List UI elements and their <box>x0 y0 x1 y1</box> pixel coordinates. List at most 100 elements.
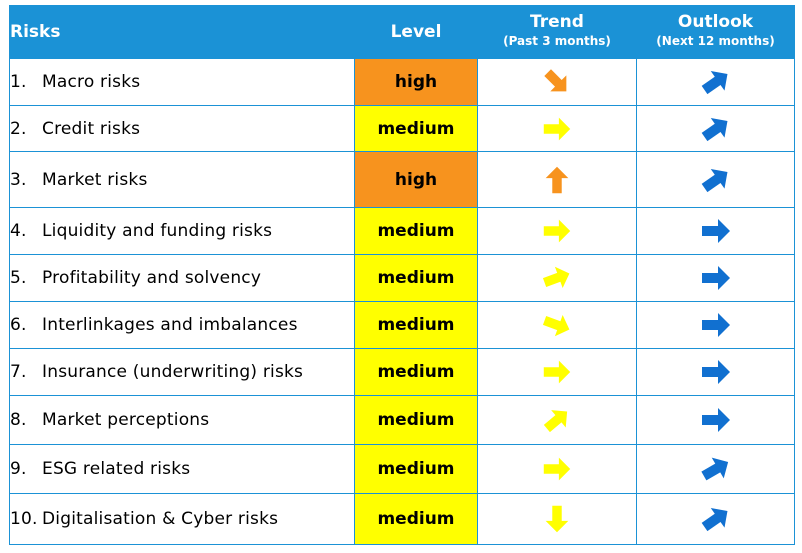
arrow-right-icon <box>701 313 730 337</box>
trend-cell <box>477 444 637 494</box>
risk-number: 1. <box>10 72 27 92</box>
trend-cell <box>477 254 637 302</box>
risk-number: 5. <box>10 268 27 288</box>
arrow-up-right-icon <box>701 117 727 141</box>
risk-name: Profitability and solvency <box>42 268 262 288</box>
risk-name-cell: 10. Digitalisation & Cyber risks <box>9 493 355 545</box>
table-row: 3. Market risks high <box>9 151 795 208</box>
level-badge: medium <box>354 395 478 445</box>
risks-column-header: Risks <box>9 5 355 59</box>
table-row: 6. Interlinkages and imbalances medium <box>9 301 795 349</box>
arrow-up-right-icon <box>701 168 727 192</box>
level-badge: medium <box>354 105 478 152</box>
level-badge: medium <box>354 207 478 255</box>
table-header-row: Risks Level Trend (Past 3 months) Outloo… <box>9 5 795 59</box>
arrow-right-icon <box>543 457 571 481</box>
outlook-cell <box>636 254 795 302</box>
risk-name: Market perceptions <box>42 410 210 430</box>
level-badge: medium <box>354 348 478 396</box>
risk-name: ESG related risks <box>42 459 191 479</box>
risk-name: Macro risks <box>42 72 141 92</box>
risk-name: Insurance (underwriting) risks <box>42 362 304 382</box>
table-row: 10. Digitalisation & Cyber risks medium <box>9 493 795 545</box>
risk-number: 7. <box>10 362 27 382</box>
arrow-right-icon <box>701 408 730 432</box>
trend-cell <box>477 207 637 255</box>
risk-number: 2. <box>10 118 27 139</box>
arrow-right-icon <box>543 219 571 243</box>
level-badge: high <box>354 58 478 106</box>
risk-table-body: 1. Macro risks high 2. Credit risks medium 3. M… <box>9 58 795 545</box>
risk-name: Digitalisation & Cyber risks <box>42 509 279 529</box>
risk-number: 9. <box>10 459 27 479</box>
level-badge: medium <box>354 254 478 302</box>
risk-name-cell: 3. Market risks <box>9 151 355 208</box>
arrow-right-icon <box>701 266 730 290</box>
level-badge: high <box>354 151 478 208</box>
arrow-right-icon <box>701 360 730 384</box>
risk-name: Liquidity and funding risks <box>42 221 273 241</box>
table-row: 5. Profitability and solvency medium <box>9 254 795 302</box>
risk-name-cell: 1. Macro risks <box>9 58 355 106</box>
outlook-cell <box>636 301 795 349</box>
risk-name-cell: 6. Interlinkages and imbalances <box>9 301 355 349</box>
arrow-down-icon <box>545 505 569 533</box>
outlook-header-subtitle: (Next 12 months) <box>656 33 775 48</box>
arrow-right-icon <box>701 219 730 243</box>
risk-name-cell: 9. ESG related risks <box>9 444 355 494</box>
level-badge: medium <box>354 444 478 494</box>
trend-column-header: Trend (Past 3 months) <box>477 5 637 59</box>
risk-name: Market risks <box>42 169 148 190</box>
outlook-header-title: Outlook <box>677 11 754 32</box>
outlook-cell <box>636 395 795 445</box>
risk-name-cell: 8. Market perceptions <box>9 395 355 445</box>
risk-number: 8. <box>10 410 27 430</box>
trend-cell <box>477 58 637 106</box>
trend-cell <box>477 301 637 349</box>
table-row: 4. Liquidity and funding risks medium <box>9 207 795 255</box>
outlook-column-header: Outlook (Next 12 months) <box>636 5 795 59</box>
trend-header-subtitle: (Past 3 months) <box>503 33 611 48</box>
risk-table: Risks Level Trend (Past 3 months) Outloo… <box>9 5 795 545</box>
arrow-down-right-icon <box>542 314 570 337</box>
outlook-cell <box>636 444 795 494</box>
table-row: 8. Market perceptions medium <box>9 395 795 445</box>
trend-cell <box>477 105 637 152</box>
arrow-up-right-icon <box>701 71 727 95</box>
risk-name-cell: 2. Credit risks <box>9 105 355 152</box>
outlook-cell <box>636 493 795 545</box>
arrow-up-right-icon <box>542 266 570 289</box>
outlook-cell <box>636 105 795 152</box>
risk-name: Credit risks <box>42 118 141 139</box>
trend-cell <box>477 151 637 208</box>
risk-number: 10. <box>10 509 38 529</box>
risk-name: Interlinkages and imbalances <box>42 315 298 335</box>
trend-cell <box>477 395 637 445</box>
level-column-header: Level <box>354 5 478 59</box>
risk-name-cell: 4. Liquidity and funding risks <box>9 207 355 255</box>
outlook-cell <box>636 348 795 396</box>
trend-cell <box>477 493 637 545</box>
trend-header-title: Trend <box>530 11 584 32</box>
risk-name-cell: 5. Profitability and solvency <box>9 254 355 302</box>
table-row: 9. ESG related risks medium <box>9 444 795 494</box>
level-badge: medium <box>354 301 478 349</box>
risk-number: 4. <box>10 221 27 241</box>
table-row: 2. Credit risks medium <box>9 105 795 152</box>
risk-number: 3. <box>10 169 27 190</box>
outlook-cell <box>636 207 795 255</box>
arrow-up-icon <box>545 166 569 193</box>
arrow-up-right-icon <box>543 410 568 433</box>
arrow-up-right-icon <box>700 457 728 481</box>
arrow-right-icon <box>543 117 571 140</box>
outlook-cell <box>636 58 795 106</box>
level-badge: medium <box>354 493 478 545</box>
arrow-right-icon <box>543 360 571 384</box>
risk-name-cell: 7. Insurance (underwriting) risks <box>9 348 355 396</box>
trend-cell <box>477 348 637 396</box>
table-row: 7. Insurance (underwriting) risks medium <box>9 348 795 396</box>
arrow-down-right-icon <box>544 69 567 92</box>
table-row: 1. Macro risks high <box>9 58 795 106</box>
arrow-up-right-icon <box>701 508 727 532</box>
